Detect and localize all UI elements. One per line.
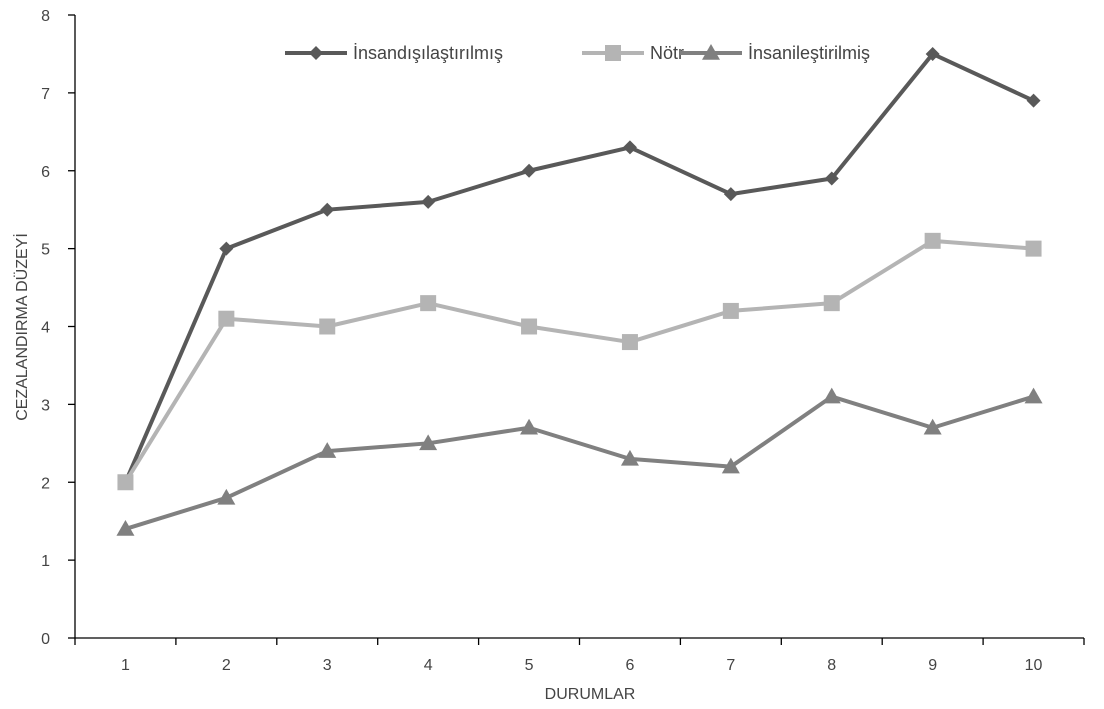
data-point <box>318 442 337 458</box>
data-point <box>219 241 234 256</box>
legend-entry: Nötr <box>582 43 684 63</box>
data-point <box>419 434 438 451</box>
legend: İnsandışılaştırılmış Nötr İnsanileştirilmi… <box>285 43 870 63</box>
y-tick-label: 5 <box>41 242 50 259</box>
y-axis-title: CEZALANDIRMA DÜZEYİ <box>12 233 31 421</box>
y-tick-label: 6 <box>41 164 50 181</box>
data-point <box>521 318 538 335</box>
y-tick-label: 3 <box>41 397 50 414</box>
x-axis-title: DURUMLAR <box>545 686 636 703</box>
legend-label: Nötr <box>650 43 684 63</box>
legend-marker <box>702 44 720 60</box>
data-point <box>823 295 840 312</box>
data-point <box>320 202 335 217</box>
x-tick-label: 7 <box>726 657 735 674</box>
data-point <box>421 194 436 209</box>
data-point <box>622 140 637 155</box>
x-tick-label: 4 <box>424 657 433 674</box>
x-tick-label: 5 <box>525 657 534 674</box>
series-line <box>124 394 1035 531</box>
data-point <box>116 519 135 536</box>
data-point <box>522 163 537 178</box>
data-point <box>824 171 839 186</box>
data-point <box>217 488 236 505</box>
legend-entry: İnsanileştirilmiş <box>680 43 870 63</box>
data-point <box>620 449 639 466</box>
data-point <box>1026 93 1041 108</box>
x-tick-label: 9 <box>928 657 937 674</box>
series-layer <box>116 46 1043 536</box>
data-point <box>621 334 638 351</box>
series-line <box>123 238 1034 484</box>
data-point <box>117 474 134 491</box>
data-point <box>721 457 740 474</box>
data-point <box>1025 240 1042 257</box>
legend-entry: İnsandışılaştırılmış <box>285 43 503 63</box>
data-point <box>722 302 739 319</box>
chart-axes: 0 1 2 3 4 5 6 7 8 1 2 3 4 5 6 7 8 9 10 <box>41 8 1085 674</box>
x-tick-label: 1 <box>121 657 130 674</box>
data-point <box>420 295 437 312</box>
data-point <box>520 418 539 435</box>
x-tick-label: 3 <box>323 657 332 674</box>
data-point <box>319 318 336 335</box>
data-point <box>924 232 941 249</box>
series-3 <box>116 387 1043 536</box>
data-point <box>723 187 738 202</box>
data-point <box>923 418 942 435</box>
x-tick-label: 10 <box>1025 657 1043 674</box>
data-point <box>218 310 235 327</box>
series-2 <box>117 232 1042 491</box>
y-tick-label: 0 <box>41 631 50 648</box>
y-tick-label: 1 <box>41 553 50 570</box>
series-line <box>123 51 1035 484</box>
legend-label: İnsanileştirilmiş <box>748 43 870 63</box>
y-tick-label: 8 <box>41 8 50 25</box>
x-tick-label: 8 <box>827 657 836 674</box>
legend-marker <box>605 45 621 61</box>
y-tick-label: 2 <box>41 475 50 492</box>
data-point <box>925 46 940 61</box>
y-tick-label: 4 <box>41 320 50 337</box>
series-1 <box>118 46 1041 490</box>
x-tick-label: 6 <box>625 657 634 674</box>
y-tick-label: 7 <box>41 86 50 103</box>
data-point <box>822 387 841 404</box>
legend-marker <box>309 46 323 60</box>
x-tick-label: 2 <box>222 657 231 674</box>
legend-label: İnsandışılaştırılmış <box>353 43 503 63</box>
data-point <box>1024 387 1043 404</box>
